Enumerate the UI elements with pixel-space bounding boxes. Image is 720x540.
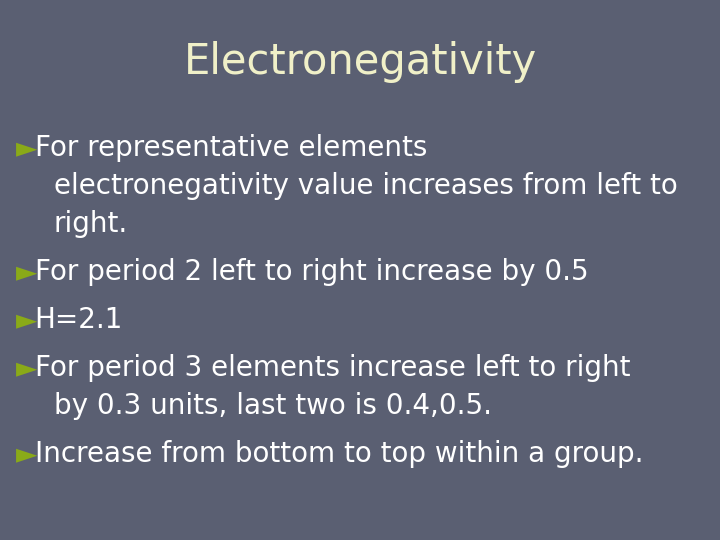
Text: ►: ► bbox=[16, 354, 37, 382]
Text: ►: ► bbox=[16, 440, 37, 468]
Text: electronegativity value increases from left to: electronegativity value increases from l… bbox=[54, 172, 678, 200]
Text: Electronegativity: Electronegativity bbox=[184, 41, 536, 83]
Text: by 0.3 units, last two is 0.4,0.5.: by 0.3 units, last two is 0.4,0.5. bbox=[54, 392, 492, 420]
Text: Increase from bottom to top within a group.: Increase from bottom to top within a gro… bbox=[35, 440, 643, 468]
Text: For period 3 elements increase left to right: For period 3 elements increase left to r… bbox=[35, 354, 630, 382]
Text: right.: right. bbox=[54, 210, 128, 238]
Text: For period 2 left to right increase by 0.5: For period 2 left to right increase by 0… bbox=[35, 258, 588, 286]
Text: ►: ► bbox=[16, 258, 37, 286]
Text: ►: ► bbox=[16, 134, 37, 162]
Text: H=2.1: H=2.1 bbox=[35, 306, 123, 334]
Text: For representative elements: For representative elements bbox=[35, 134, 427, 162]
Text: ►: ► bbox=[16, 306, 37, 334]
